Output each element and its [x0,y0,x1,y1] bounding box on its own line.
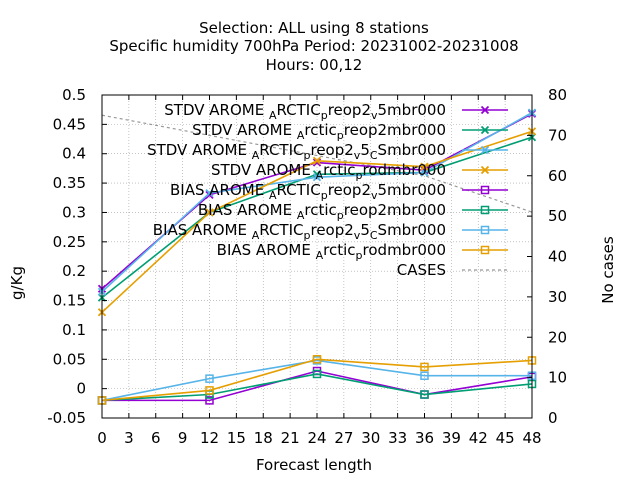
data-point [420,390,429,399]
series [97,108,537,296]
series-line [101,114,533,213]
cases-series [101,114,533,213]
series [97,355,537,405]
chart-title-line: Specific humidity 700hPa Period: 2023100… [109,37,518,55]
x-tick-label: 27 [334,429,353,447]
x-tick-label: 15 [227,429,246,447]
y-axis-label: g/Kg [8,266,26,300]
y2-tick-label: 10 [548,369,567,387]
y2-tick-label: 20 [548,328,567,346]
x-axis-label: Forecast length [256,456,372,474]
x-tick-label: 48 [522,429,541,447]
series-layer [97,108,537,405]
data-point [420,371,429,380]
data-point [312,355,322,364]
x-tick-label: 36 [415,429,434,447]
data-point [480,225,490,235]
axes: 0 3 6 9 12 15 18 21 24 27 30 33 36 39 42 45 48-0.0500.05… [47,86,567,447]
chart-title: Selection: ALL using 8 stations Specific… [109,19,518,74]
legend-entry: BIAS AROME Arcticpreop2mbr000 [198,201,508,222]
y-tick-label: 0.35 [53,174,86,192]
legend-label: BIAS AROME Arcticprodmbr000 [217,241,446,262]
legend-entry: STDV AROME Arcticpreop2mbr000 [192,121,508,142]
x-tick-label: 9 [178,429,188,447]
x-tick-label: 24 [307,429,326,447]
x-tick-label: 33 [388,429,407,447]
legend-label: BIAS AROME ARCTICpreop2v5CSmbr000 [153,221,446,242]
x-tick-label: 3 [124,429,134,447]
x-tick-label: 12 [200,429,219,447]
legend-entry: CASES [397,261,508,279]
y-tick-label: 0.05 [53,350,86,368]
legend-entry: STDV AROME ARCTICpreop2v5mbr000 [164,101,508,122]
series [97,127,537,317]
data-point [480,105,490,115]
series-line [101,359,532,402]
series-line [101,358,533,402]
data-point [205,374,214,383]
y2-tick-label: 80 [548,86,567,104]
data-point [312,173,322,182]
data-point [480,205,490,215]
legend-label: BIAS AROME Arcticpreop2mbr000 [198,201,446,222]
legend-entry: BIAS AROME Arcticprodmbr000 [217,241,508,262]
y-tick-label: 0.2 [62,262,86,280]
data-point [312,369,322,379]
legend-label: STDV AROME ARCTICpreop2v5CSmbr000 [147,141,446,162]
x-tick-label: 18 [254,429,273,447]
data-point [480,145,490,155]
data-point [420,162,429,171]
legend-entry: BIAS AROME ARCTICpreop2v5CSmbr000 [153,221,508,242]
x-tick-label: 0 [97,429,107,447]
y-tick-label: 0.1 [62,321,86,339]
y-tick-label: 0.15 [53,292,86,310]
y-tick-label: 0.3 [62,203,86,221]
y-tick-label: 0.45 [53,115,86,133]
legend-entry: BIAS AROME ARCTICpreop2v5mbr000 [170,181,508,202]
y-tick-label: 0.5 [62,86,86,104]
legend-label: STDV AROME Arcticpreop2mbr000 [192,121,446,142]
y2-tick-label: 50 [548,207,567,225]
data-point [480,185,490,195]
x-tick-label: 21 [281,429,300,447]
chart-title-line: Selection: ALL using 8 stations [199,19,429,37]
data-point [205,396,214,405]
data-point [205,208,214,217]
y2-tick-label: 30 [548,288,567,306]
y-tick-label: -0.05 [47,409,86,427]
x-tick-label: 6 [151,429,161,447]
series [101,114,533,213]
legend-label: CASES [397,261,446,279]
y-tick-label: 0 [76,380,86,398]
legend-entry: STDV AROME ARCTICpreop2v5CSmbr000 [147,141,508,162]
x-tick-label: 30 [361,429,380,447]
legend-label: STDV AROME Arcticprodmbr000 [211,161,446,182]
series-line [101,373,533,402]
y-tick-label: 0.4 [62,145,86,163]
data-point [480,125,490,135]
y2-axis-label: No cases [599,236,617,304]
data-point [205,386,214,395]
x-tick-label: 39 [442,429,461,447]
data-point [312,156,322,165]
legend-entry: STDV AROME Arcticprodmbr000 [211,161,508,182]
data-point [480,165,490,175]
y2-tick-label: 70 [548,126,567,144]
x-tick-label: 42 [469,429,488,447]
y2-tick-label: 60 [548,167,567,185]
y2-tick-label: 40 [548,248,567,266]
y-tick-label: 0.25 [53,233,86,251]
chart-title-line: Hours: 00,12 [266,56,363,74]
data-point [420,362,429,372]
data-point [480,245,490,255]
y2-tick-label: 0 [548,409,558,427]
data-point [205,188,214,198]
legend-label: BIAS AROME ARCTICpreop2v5mbr000 [170,181,446,202]
legend-label: STDV AROME ARCTICpreop2v5mbr000 [164,101,446,122]
x-tick-label: 45 [496,429,515,447]
